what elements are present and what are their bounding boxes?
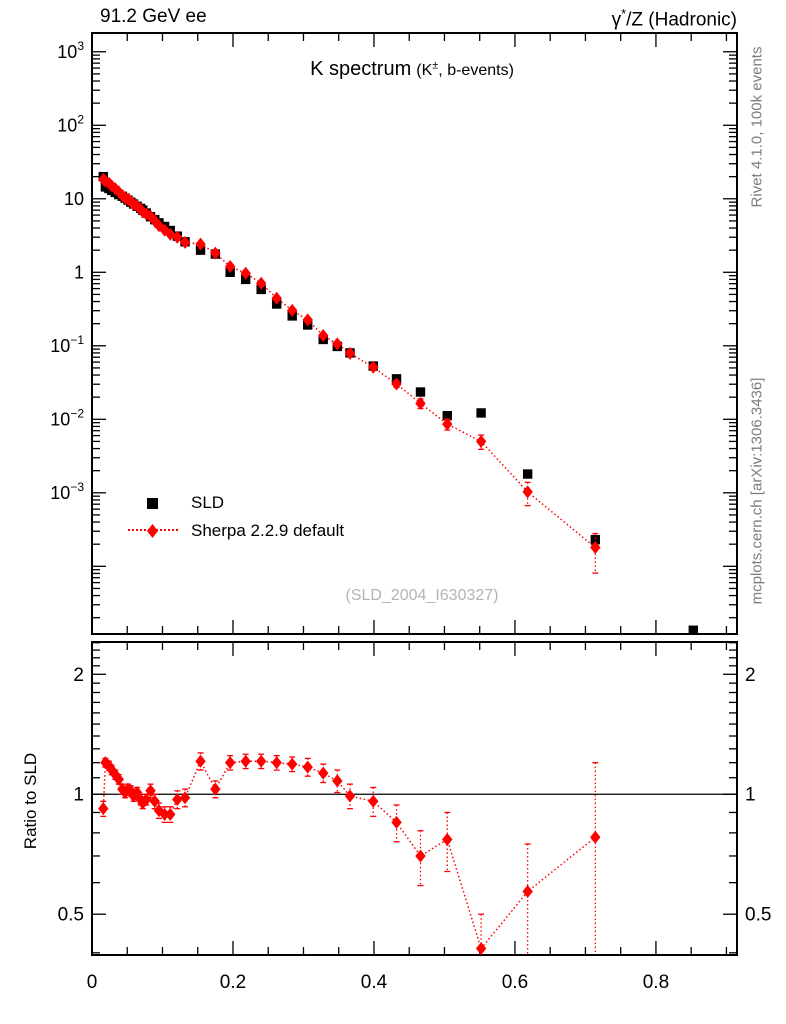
main-ytick-label: 102: [57, 112, 84, 135]
main-ytick-label: 10−2: [50, 406, 84, 429]
ratio-ytick-label-right: 1: [745, 785, 756, 806]
sld-data-point: [415, 387, 426, 397]
main-ytick-label: 10−3: [50, 480, 84, 503]
plot-title-main: K spectrum: [310, 58, 412, 80]
sld-swatch: [128, 495, 178, 511]
xtick-label: 0.6: [502, 972, 528, 993]
main-ytick-label: 10: [64, 189, 84, 209]
mcplots-reference-note: mcplots.cern.ch [arXiv:1306.3436]: [748, 377, 766, 605]
process-star: *: [621, 6, 627, 21]
axis-ticks: [93, 34, 736, 954]
sld-data-point: [688, 625, 698, 634]
xtick-label: 0: [87, 972, 98, 993]
ratio-line: [102, 759, 596, 951]
ratio-ytick-label-left: 2: [73, 665, 84, 686]
legend-item-sherpa: Sherpa 2.2.9 default: [128, 517, 344, 545]
process-gamma: γ: [611, 9, 622, 31]
main-ytick-label: 1: [74, 262, 84, 282]
xtick-label: 0.8: [643, 972, 669, 993]
rivet-version-note: Rivet 4.1.0, 100k events: [748, 46, 766, 208]
plot-title: K spectrum (K±, b-events): [310, 58, 514, 81]
analysis-id-watermark: (SLD_2004_I630327): [345, 587, 499, 604]
ratio-series: [98, 752, 601, 955]
sld-square-marker-icon: [147, 498, 158, 509]
sld-data-point: [590, 535, 601, 545]
sherpa-diamond-marker-icon: [147, 524, 158, 538]
sherpa-swatch: [128, 523, 178, 539]
legend-label-sherpa: Sherpa 2.2.9 default: [191, 521, 345, 540]
main-ytick-label: 10−1: [50, 333, 84, 356]
process-label: γ*/Z (Hadronic): [612, 6, 737, 31]
legend: SLD Sherpa 2.2.9 default: [128, 489, 344, 545]
legend-item-sld: SLD: [128, 489, 344, 517]
sld-data-point: [476, 408, 486, 418]
plot-title-sup: ±: [432, 59, 439, 72]
sherpa-series: [98, 172, 601, 574]
ratio-axis-label: Ratio to SLD: [21, 752, 40, 850]
panel-frames: [91, 32, 738, 956]
main-ytick-label: 103: [57, 39, 84, 62]
ratio-panel-frame: [91, 641, 738, 956]
main-panel-frame: [91, 32, 738, 635]
ratio-ytick-label-right: 2: [745, 665, 756, 686]
ratio-ytick-label-right: 0.5: [745, 905, 771, 926]
xtick-label: 0.2: [220, 972, 246, 993]
plot-title-detail: (K: [416, 62, 433, 79]
process-rest: /Z (Hadronic): [626, 9, 737, 31]
ratio-ytick-label-left: 1: [73, 785, 84, 806]
sld-data-point: [522, 469, 533, 479]
legend-label-sld: SLD: [191, 493, 225, 512]
sld-data-point: [442, 410, 452, 421]
ratio-ytick-label-left: 0.5: [58, 905, 84, 926]
beam-energy-label: 91.2 GeV ee: [100, 6, 207, 27]
plot-title-detail2: , b-events): [438, 62, 514, 79]
xtick-label: 0.4: [361, 972, 388, 993]
